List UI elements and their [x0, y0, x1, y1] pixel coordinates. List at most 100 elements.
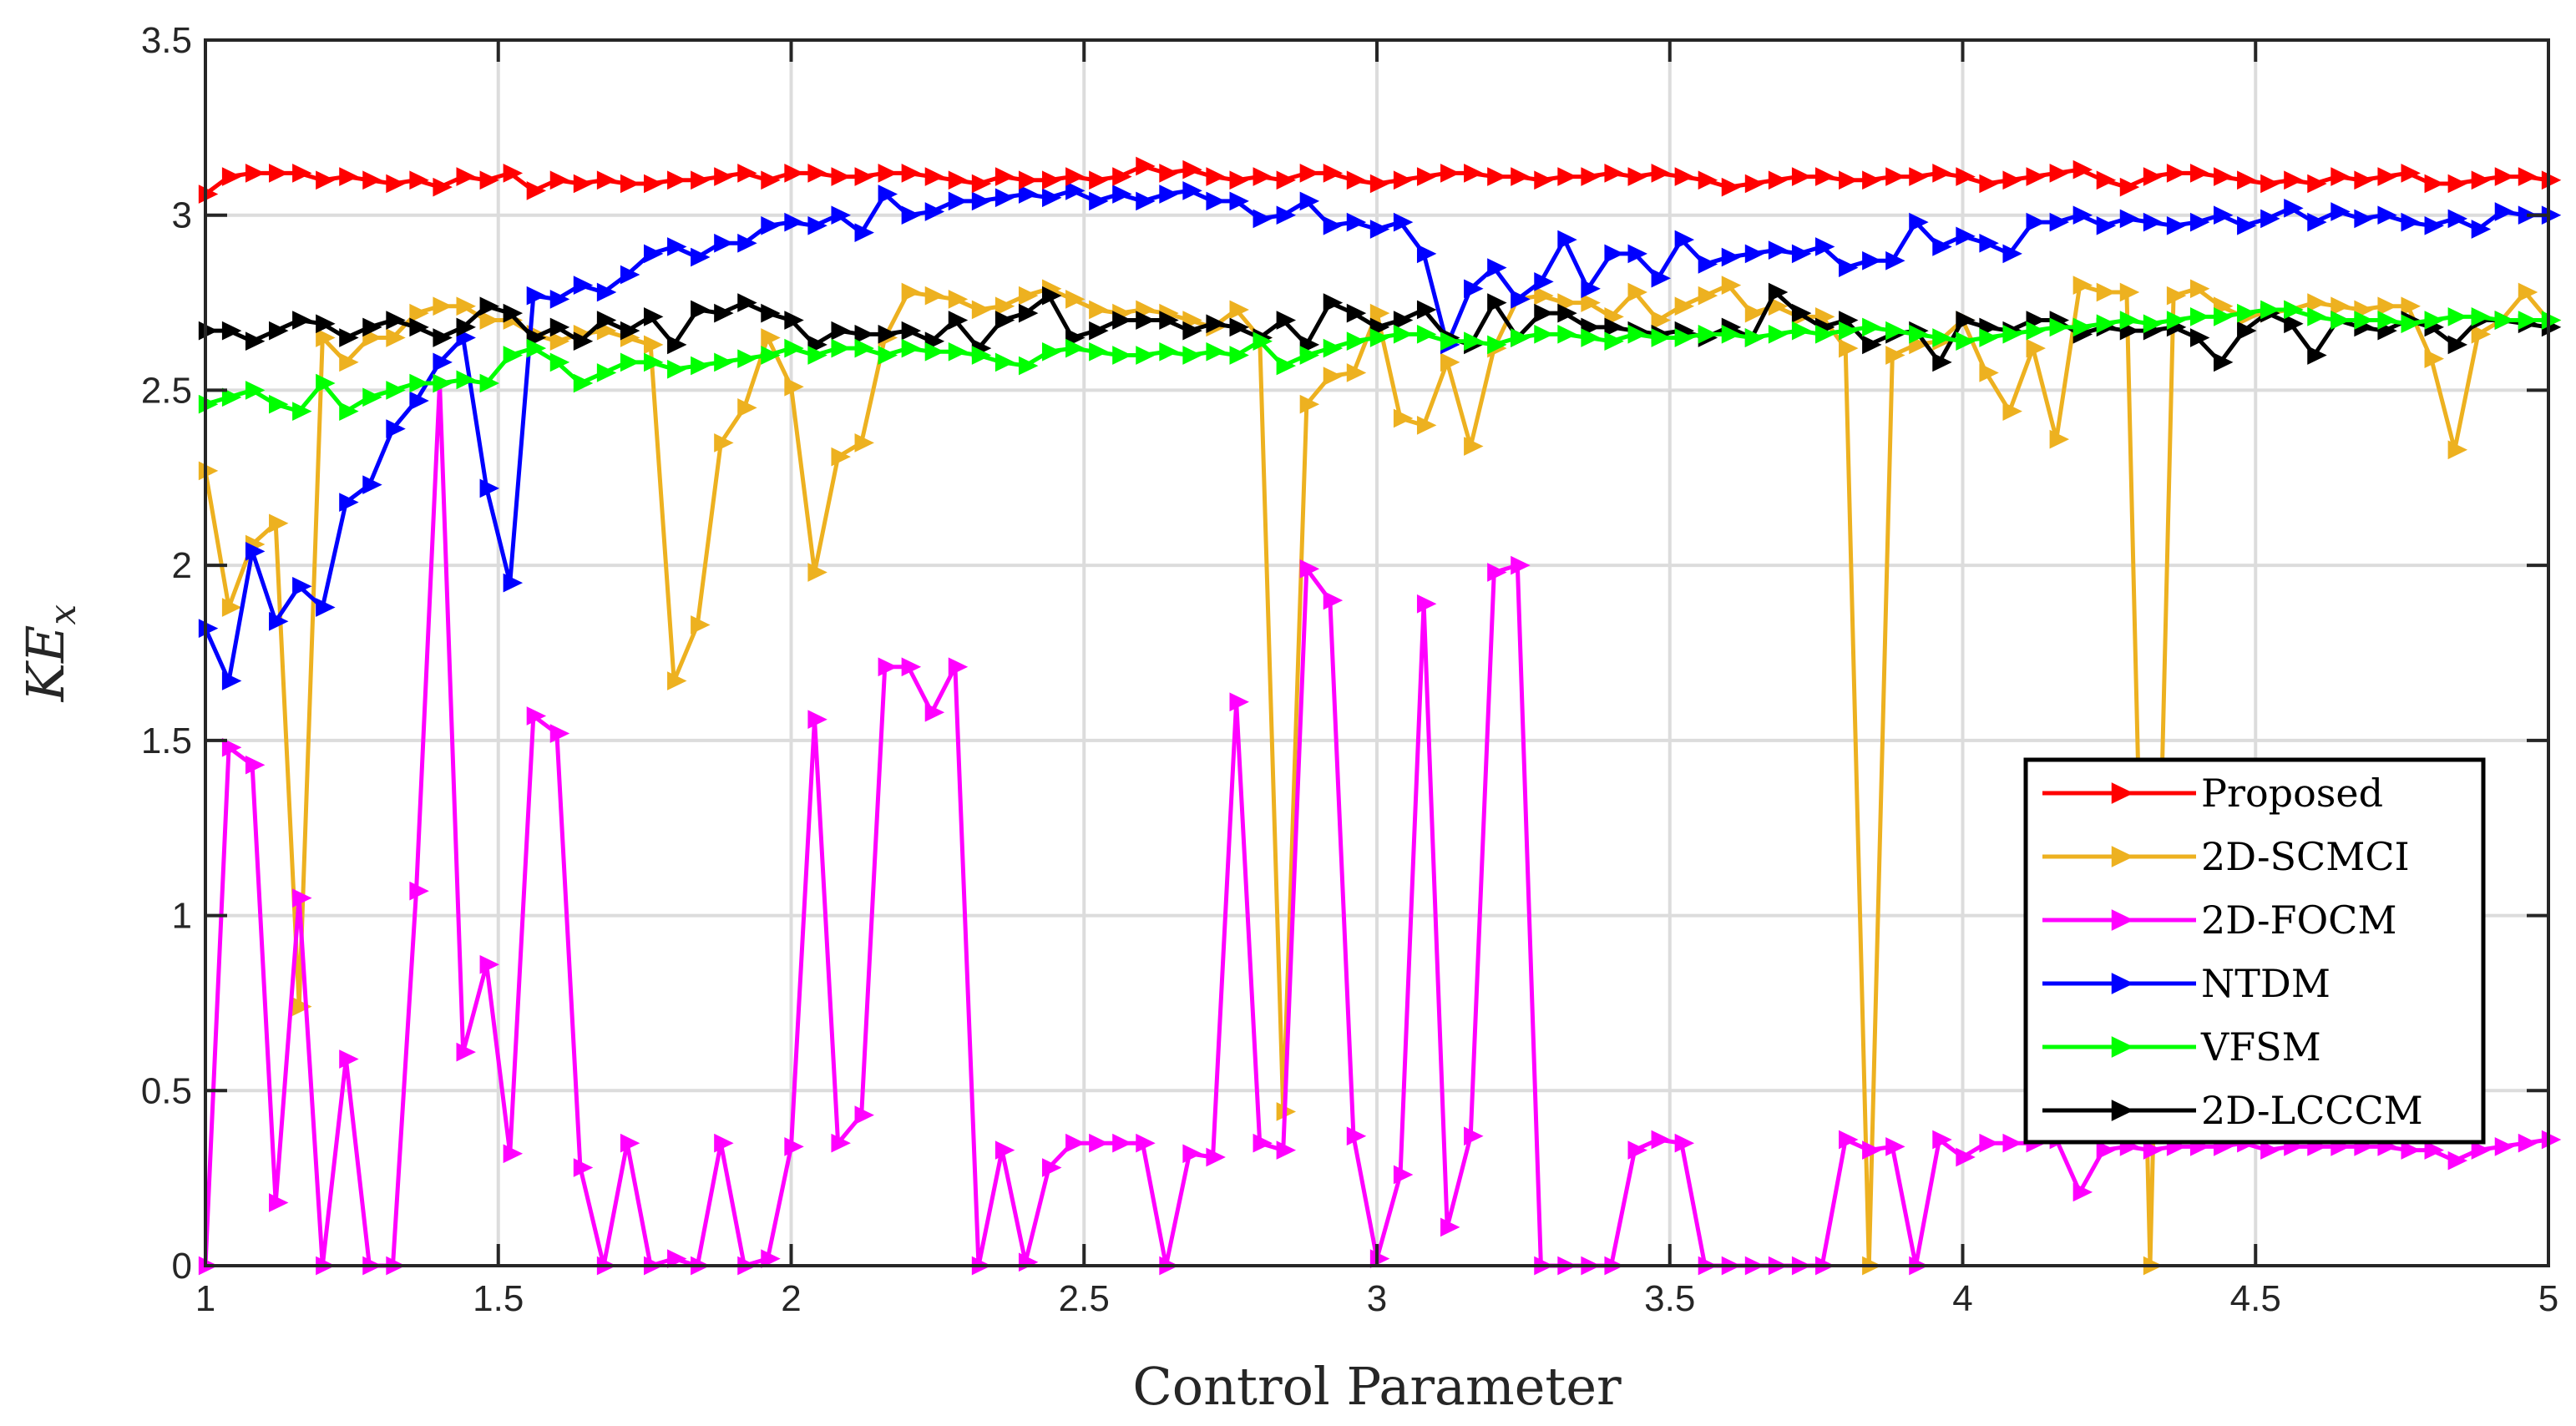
data-point-ntdm [362, 475, 382, 495]
data-point-proposed [2284, 170, 2304, 190]
legend-label-2d-scmci: 2D-SCMCI [2201, 834, 2410, 879]
data-point-2d-scmci [456, 296, 476, 316]
data-point-2d-focm [339, 1049, 359, 1069]
data-point-ntdm [2284, 198, 2304, 218]
data-point-2d-focm [2424, 1140, 2444, 1160]
data-point-proposed [1487, 167, 1507, 186]
data-point-2d-lcccm [503, 303, 524, 323]
data-point-ntdm [1416, 244, 1437, 264]
data-point-ntdm [2214, 205, 2234, 225]
data-point-2d-focm [1276, 1140, 1297, 1160]
data-point-proposed [2354, 170, 2374, 190]
data-point-2d-lcccm [362, 317, 382, 337]
data-point-2d-focm [2143, 1140, 2164, 1160]
data-point-2d-lcccm [994, 311, 1015, 330]
data-point-2d-focm [2401, 1140, 2421, 1160]
y-tick-label: 3 [172, 195, 192, 236]
data-point-2d-focm [1323, 590, 1344, 610]
data-point-2d-scmci [386, 328, 406, 347]
data-point-vfsm [854, 338, 874, 358]
data-point-proposed [456, 167, 476, 186]
data-point-ntdm [1182, 181, 1202, 200]
data-point-2d-scmci [901, 282, 922, 302]
data-point-2d-scmci [2096, 282, 2117, 302]
data-point-proposed [2494, 167, 2515, 186]
data-point-vfsm [596, 363, 617, 382]
legend: Proposed 2D-SCMCI 2D-FOCM NTDM VFSM 2D-LCCCM [2023, 757, 2486, 1145]
data-point-2d-scmci [1346, 363, 1367, 382]
data-point-2d-scmci [714, 432, 734, 453]
data-point-ntdm [1744, 244, 1765, 264]
data-point-vfsm [2377, 311, 2397, 330]
data-point-2d-lcccm [1956, 311, 1976, 330]
data-point-ntdm [1791, 244, 1812, 264]
grid [205, 40, 2548, 1266]
data-point-2d-scmci [1885, 346, 1905, 365]
data-point-2d-focm [1299, 559, 1320, 579]
data-point-2d-scmci [1627, 282, 1647, 302]
data-point-2d-focm [549, 724, 570, 743]
data-point-ntdm [549, 290, 570, 309]
data-point-proposed [1791, 167, 1812, 186]
data-point-vfsm [2354, 311, 2374, 330]
data-point-ntdm [1206, 191, 1226, 211]
data-point-proposed [1534, 170, 1554, 190]
data-point-2d-scmci [2424, 349, 2444, 369]
data-point-proposed [245, 164, 266, 183]
data-point-proposed [971, 174, 992, 194]
data-point-vfsm [1042, 341, 1062, 362]
data-point-2d-scmci [1651, 311, 1672, 330]
data-point-vfsm [269, 394, 289, 414]
legend-label-2d-lcccm: 2D-LCCCM [2201, 1088, 2423, 1133]
data-point-proposed [409, 170, 429, 190]
x-tick-label: 4.5 [2230, 1278, 2281, 1319]
data-point-vfsm [2424, 311, 2444, 330]
data-point-proposed [1253, 167, 1273, 186]
data-point-proposed [2447, 174, 2468, 194]
data-point-ntdm [2119, 209, 2140, 229]
data-point-proposed [1206, 167, 1226, 186]
data-point-vfsm [1159, 341, 1179, 362]
data-point-vfsm [2143, 314, 2164, 334]
data-point-vfsm [1862, 317, 1882, 337]
data-point-2d-focm [503, 1144, 524, 1164]
data-point-proposed [292, 164, 312, 183]
data-point-ntdm [1346, 212, 1367, 232]
data-point-vfsm [2002, 324, 2022, 344]
data-point-2d-focm [948, 657, 969, 677]
data-point-2d-lcccm [1791, 303, 1812, 323]
data-point-2d-lcccm [292, 311, 312, 330]
data-point-2d-scmci [854, 432, 874, 453]
data-point-vfsm [339, 402, 359, 421]
data-point-2d-focm [1956, 1147, 1976, 1167]
data-point-vfsm [1814, 324, 1835, 344]
data-point-proposed [691, 170, 711, 190]
data-point-ntdm [620, 265, 640, 285]
data-point-vfsm [878, 346, 898, 365]
data-point-2d-scmci [221, 598, 242, 617]
data-point-proposed [1674, 167, 1695, 186]
data-point-proposed [1744, 174, 1765, 194]
data-point-2d-scmci [1323, 367, 1344, 386]
data-point-proposed [573, 174, 594, 194]
data-point-vfsm [1182, 346, 1202, 365]
x-axis-label: Control Parameter [1132, 1356, 1622, 1417]
data-point-proposed [1979, 174, 1999, 194]
y-tick-label: 3.5 [141, 20, 192, 61]
data-point-vfsm [1698, 324, 1718, 344]
data-point-vfsm [2541, 311, 2562, 330]
data-point-2d-focm [1932, 1130, 1952, 1150]
data-point-proposed [1089, 170, 1109, 190]
data-point-2d-focm [1229, 692, 1249, 712]
data-point-2d-focm [1206, 1147, 1226, 1167]
data-point-proposed [1323, 164, 1344, 183]
data-point-2d-lcccm [1346, 303, 1367, 323]
data-point-2d-scmci [1721, 276, 1742, 295]
data-point-2d-scmci [2518, 282, 2538, 302]
data-point-2d-lcccm [1416, 300, 1437, 320]
data-point-proposed [714, 167, 734, 186]
data-point-2d-lcccm [620, 321, 640, 341]
data-point-proposed [1229, 170, 1249, 190]
data-point-2d-focm [1464, 1126, 1484, 1146]
data-point-2d-focm [409, 881, 429, 901]
